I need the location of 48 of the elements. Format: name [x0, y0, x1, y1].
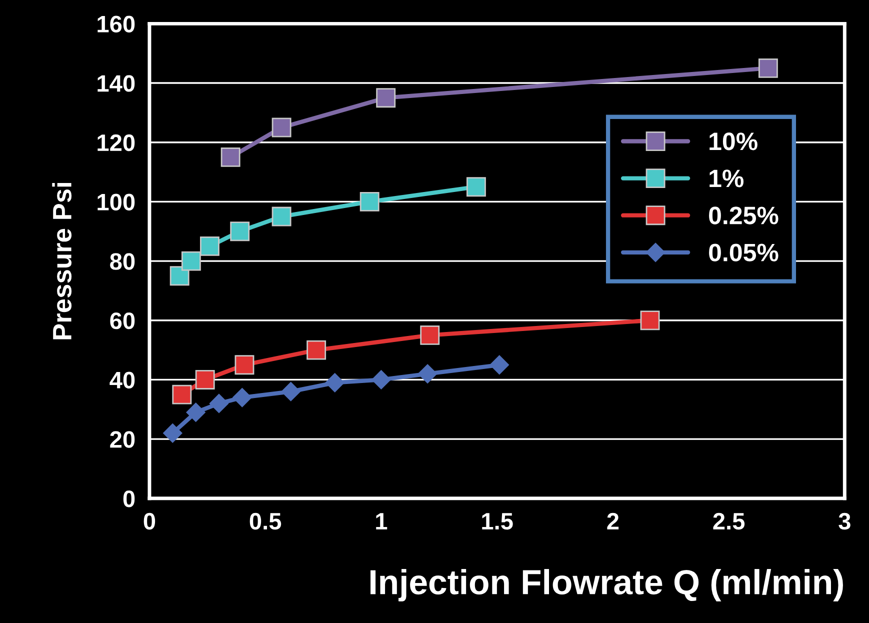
point	[640, 310, 660, 330]
x-tick-label: 2.5	[713, 512, 745, 530]
x-tick-label: 0	[144, 512, 156, 530]
x-axis-title: Injection Flowrate Q (ml/min)	[370, 569, 843, 602]
point	[272, 118, 292, 138]
point	[163, 424, 182, 443]
point	[490, 355, 509, 374]
point	[234, 355, 254, 375]
y-tick-label: 80	[110, 253, 135, 270]
y-tick-label: 20	[110, 431, 135, 448]
point	[758, 58, 778, 78]
point	[272, 206, 292, 226]
y-tick-label: 0	[123, 490, 135, 508]
legend-label: 10%	[710, 132, 758, 150]
point	[195, 370, 215, 390]
point	[172, 384, 192, 404]
point	[281, 382, 300, 402]
x-tick-label: 2	[607, 512, 619, 530]
point	[170, 266, 190, 286]
point	[230, 222, 250, 242]
x-tick-label: 3	[838, 512, 850, 530]
x-tick-label: 1.5	[482, 513, 513, 530]
point	[376, 88, 396, 108]
point	[466, 177, 486, 197]
legend-label: 1%	[710, 170, 744, 188]
y-tick-label: 160	[98, 16, 135, 32]
legend-label: 0.05%	[709, 244, 778, 262]
point	[420, 325, 440, 345]
y-tick-label: 140	[98, 75, 135, 92]
x-tick-label: 1	[376, 513, 388, 530]
point	[220, 147, 240, 167]
legend-label: 0.25%	[709, 206, 778, 224]
y-tick-label: 100	[98, 194, 135, 210]
x-tick-label: 0.5	[250, 512, 282, 530]
point	[306, 340, 326, 360]
y-tick-label: 60	[110, 312, 135, 330]
point	[200, 236, 220, 256]
y-tick-label: 120	[98, 134, 135, 152]
point	[360, 192, 380, 212]
y-tick-label: 40	[110, 372, 135, 389]
point	[209, 394, 229, 413]
point	[325, 373, 344, 392]
point	[418, 364, 438, 384]
point	[186, 402, 206, 422]
y-axis-title: Pressure Psi	[52, 182, 72, 340]
point	[181, 251, 201, 271]
point	[372, 370, 391, 390]
point	[232, 388, 252, 408]
